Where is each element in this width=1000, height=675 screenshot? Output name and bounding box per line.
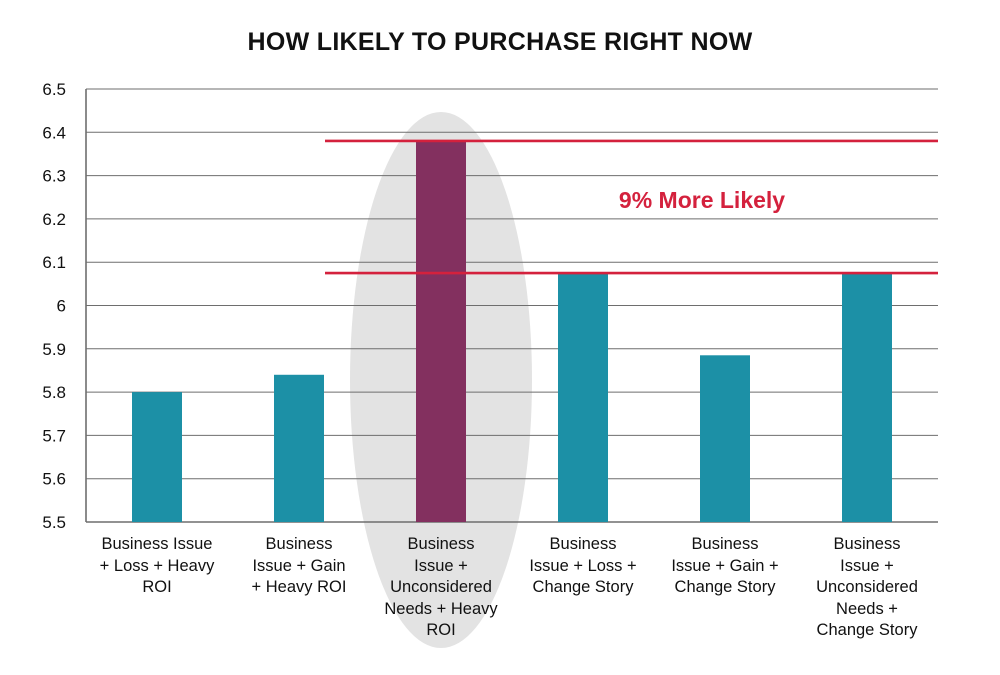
x-tick-label-line: Business [407,535,475,553]
x-tick-label-line: Change Story [532,578,634,596]
bar [700,355,750,522]
y-tick-label: 5.7 [42,426,66,445]
x-tick-label-line: Change Story [674,578,776,596]
x-tick-label: Business Issue + Gain + Heavy ROI [224,534,374,599]
x-tick-label-line: ROI [426,621,456,639]
x-tick-label: Business Issue + Loss + Heavy ROI [82,534,232,599]
x-tick-label-line: Business [265,535,333,553]
x-tick-label-line: + Loss + Heavy [99,556,215,575]
x-tick-label-line: Needs + [836,599,898,618]
x-tick-label: Business Issue + Unconsidered Needs + Change… [792,534,942,642]
bar [132,392,182,522]
y-tick-label: 6.2 [42,210,66,229]
y-tick-label: 6.5 [42,80,66,99]
y-tick-label: 6.1 [42,253,66,272]
x-tick-label-line: Issue + [840,556,894,575]
x-tick-label-line: Business [549,535,617,553]
x-tick-label-line: Change Story [816,621,918,639]
x-tick-label-line: ROI [142,578,172,596]
x-tick-label-line: Issue + [414,556,468,575]
x-tick-label-line: Issue + Gain + [671,556,779,575]
x-tick-label-line: + Heavy ROI [251,578,347,596]
x-tick-label: Business Issue + Unconsidered Needs + Heavy… [366,534,516,642]
x-tick-label-line: Unconsidered [816,578,918,596]
bar [842,273,892,522]
y-tick-label: 6.3 [42,167,66,186]
y-tick-label: 5.5 [42,513,66,532]
bar [274,374,324,522]
x-tick-label: Business Issue + Loss + Change Story [508,534,658,599]
y-tick-label: 5.9 [42,340,66,359]
y-tick-label: 6.4 [42,123,66,142]
bar-highlighted [416,140,466,522]
x-tick-label-line: Business [691,535,759,553]
y-tick-label: 6 [57,297,66,316]
annotation-label: 9% More Likely [619,187,785,213]
y-tick-label: 5.8 [42,383,66,402]
y-tick-label: 5.6 [42,470,66,489]
x-tick-label-line: Business [833,535,901,553]
x-tick-label-line: Issue + Gain [252,556,346,575]
x-tick-label: Business Issue + Gain + Change Story [650,534,800,599]
x-tick-label-line: Business Issue [101,535,213,553]
x-tick-label-line: Needs + Heavy [384,599,498,618]
x-tick-label-line: Unconsidered [390,578,492,596]
bar [558,273,608,522]
chart-title: HOW LIKELY TO PURCHASE RIGHT NOW [247,28,753,56]
x-tick-label-line: Issue + Loss + [529,556,637,575]
